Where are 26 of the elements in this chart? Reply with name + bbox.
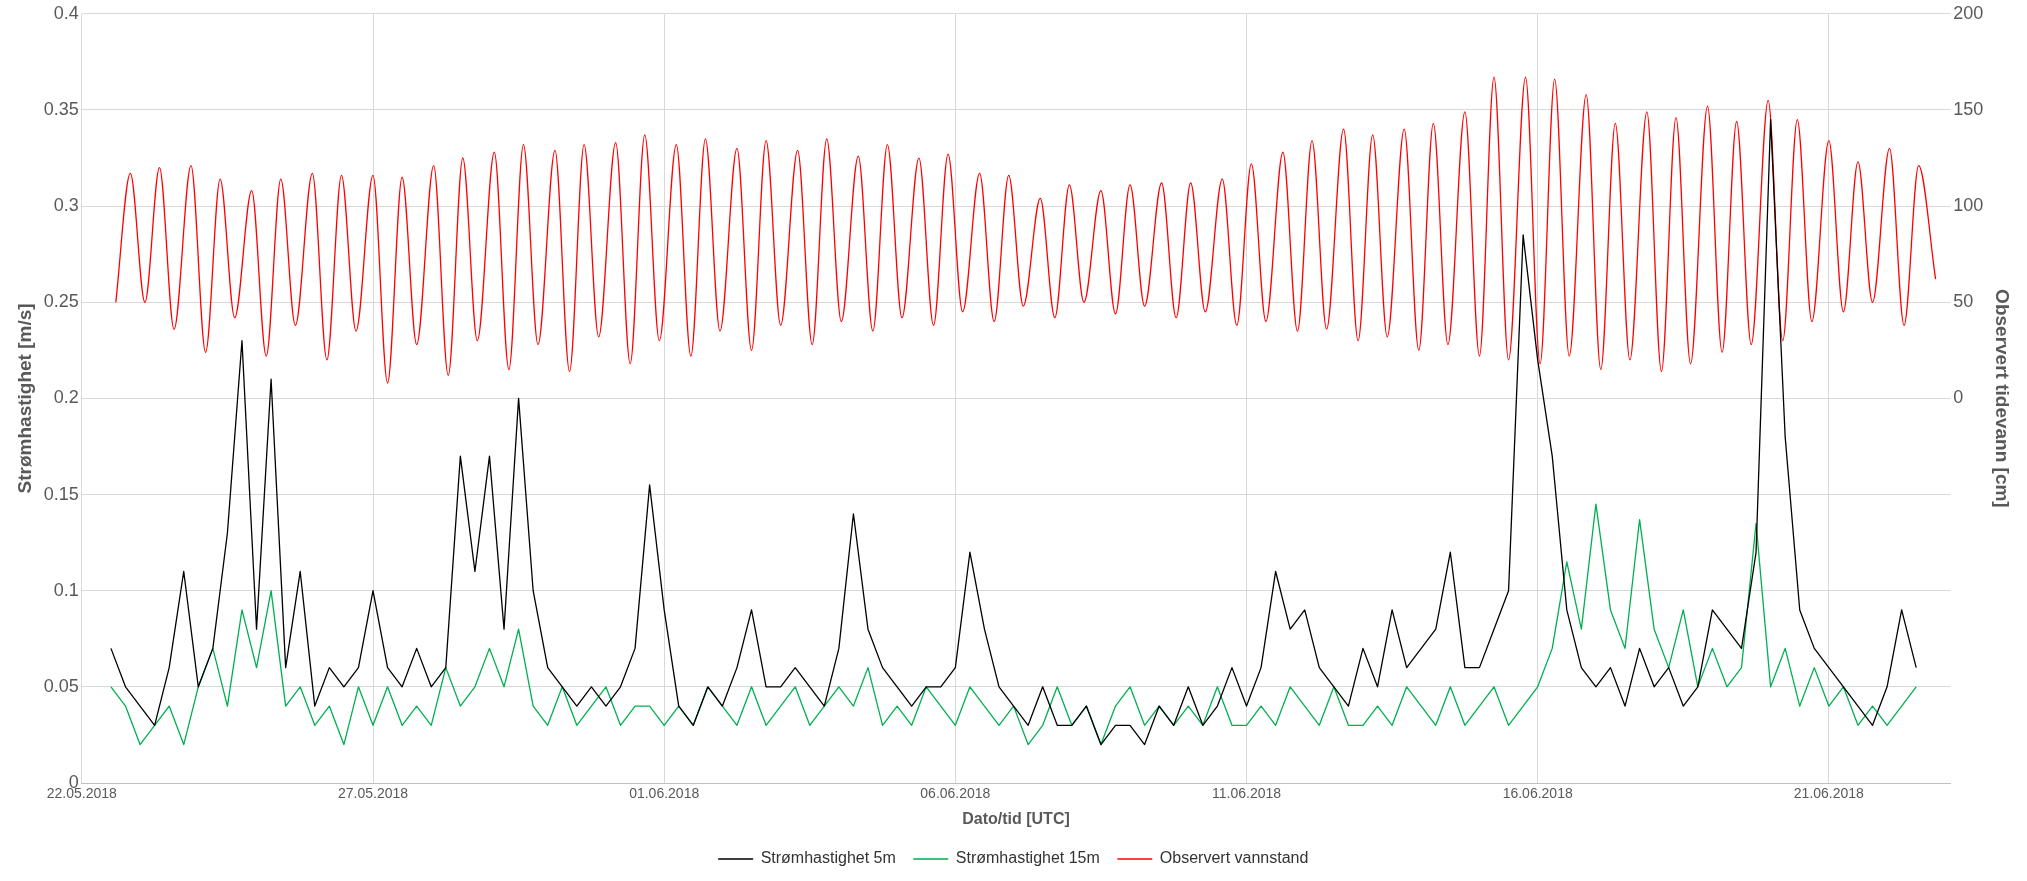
x-tick-label: 27.05.2018 [337, 785, 409, 802]
y-axis-title: Strømhastighet [m/s] [13, 303, 35, 494]
y-tick-label: 0.3 [53, 195, 79, 216]
x-tick-label: 01.06.2018 [629, 785, 700, 802]
y-tick-label: 0.35 [43, 98, 79, 119]
y-tick-label: 0.25 [43, 291, 79, 312]
x-tick-label: 11.06.2018 [1211, 785, 1282, 802]
line-series [115, 76, 1937, 384]
x-tick-label: 06.06.2018 [920, 785, 991, 802]
legend-label: Observert vannstand [1159, 849, 1309, 867]
x-tick-label: 16.06.2018 [1502, 785, 1573, 802]
x-axis-title: Dato/tid [UTC] [962, 809, 1070, 827]
y-tick-label: 0.1 [53, 579, 79, 600]
y-tick-label: 0.05 [43, 675, 79, 696]
y2-tick-label: 200 [1953, 2, 1984, 23]
y-tick-label: 0.15 [43, 483, 79, 504]
y2-tick-label: 50 [1953, 291, 1974, 312]
y-tick-label: 0.4 [53, 2, 79, 23]
y-tick-label: 0.2 [53, 387, 79, 408]
x-tick-label: 21.06.2018 [1793, 785, 1865, 802]
y2-tick-label: 0 [1953, 387, 1964, 408]
legend-label: Strømhastighet 15m [955, 849, 1100, 867]
legend-label: Strømhastighet 5m [760, 849, 896, 867]
y2-tick-label: 150 [1953, 98, 1984, 119]
y2-tick-label: 100 [1953, 195, 1984, 216]
y2-axis-title: Observert tidevann [cm] [1992, 289, 2014, 508]
